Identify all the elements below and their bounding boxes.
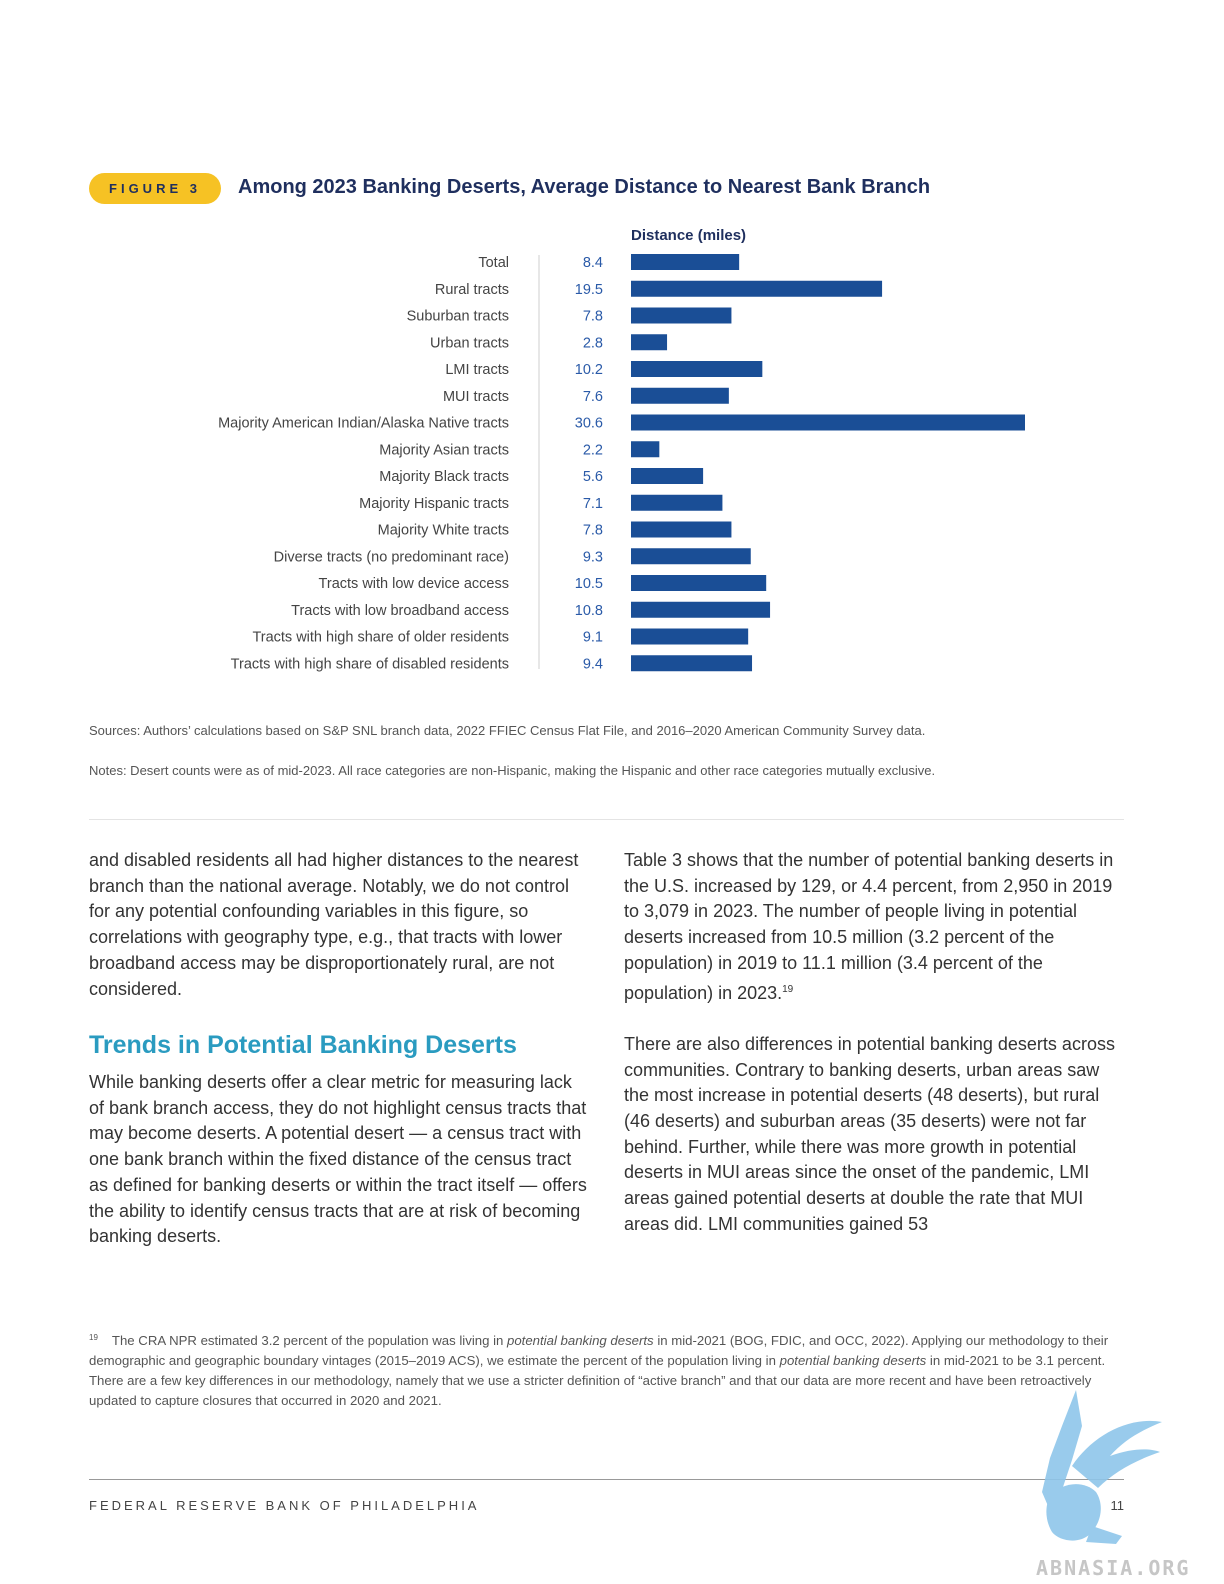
body-paragraph: While banking deserts offer a clear metr…	[89, 1072, 587, 1247]
bar	[631, 628, 749, 645]
value-label: 19.5	[575, 282, 603, 298]
body-paragraph: Table 3 shows that the number of potenti…	[624, 850, 1114, 1003]
bar	[631, 361, 763, 377]
value-label: 7.6	[583, 389, 603, 405]
footer-org: FEDERAL RESERVE BANK OF PHILADELPHIA	[89, 1498, 480, 1513]
value-label: 9.3	[583, 549, 603, 565]
value-label: 5.6	[583, 469, 603, 485]
watermark-text: ABNASIA.ORG	[1036, 1556, 1191, 1580]
category-label: Diverse tracts (no predominant race)	[274, 549, 509, 565]
left-column-bottom: While banking deserts offer a clear metr…	[89, 1070, 589, 1250]
category-label: MUI tracts	[443, 389, 509, 405]
category-label: Majority Asian tracts	[379, 442, 509, 458]
footer-rule	[89, 1479, 1124, 1480]
chart-sources: Sources: Authors’ calculations based on …	[89, 723, 926, 738]
value-label: 30.6	[575, 416, 603, 432]
bar	[631, 334, 668, 351]
category-label: Majority American Indian/Alaska Native t…	[218, 416, 509, 432]
category-label: Rural tracts	[435, 282, 509, 298]
griffin-logo-icon	[1042, 1390, 1162, 1544]
footnote: 19 The CRA NPR estimated 3.2 percent of t…	[89, 1333, 1109, 1408]
category-label: Suburban tracts	[407, 309, 509, 325]
bar	[631, 280, 883, 297]
value-label: 9.4	[583, 656, 603, 672]
chart-notes: Notes: Desert counts were as of mid-2023…	[89, 763, 936, 778]
category-label: Tracts with high share of older resident…	[252, 630, 509, 646]
right-column: Table 3 shows that the number of potenti…	[624, 848, 1124, 1238]
value-label: 7.8	[583, 309, 603, 325]
value-axis-header: Distance (miles)	[631, 227, 746, 244]
value-label: 10.2	[575, 362, 603, 378]
value-label: 10.8	[575, 603, 603, 619]
value-label: 7.1	[583, 496, 603, 512]
body-paragraph: There are also differences in potential …	[624, 1033, 1115, 1234]
figure-title: Among 2023 Banking Deserts, Average Dist…	[238, 176, 931, 198]
value-label: 2.2	[583, 442, 603, 458]
category-label: Urban tracts	[430, 335, 509, 351]
category-label: Tracts with low broadband access	[291, 603, 509, 619]
footnote-ref[interactable]: 19	[782, 983, 794, 995]
value-label: 10.5	[575, 576, 603, 592]
value-label: 2.8	[583, 335, 603, 351]
bar	[631, 548, 751, 565]
footnote-number: 19	[89, 1333, 98, 1342]
bar	[631, 414, 1025, 431]
left-column-top: and disabled residents all had higher di…	[89, 848, 589, 1002]
figure-badge: FIGURE 3	[89, 173, 221, 204]
bar	[631, 575, 767, 591]
bar	[631, 254, 740, 270]
bar-chart: Distance (miles) Total 8.4 Rural tracts 19.…	[218, 227, 1025, 672]
body-paragraph: and disabled residents all had higher di…	[89, 850, 579, 999]
bar	[631, 494, 723, 511]
category-label: Majority Black tracts	[379, 469, 509, 485]
category-label: Majority White tracts	[378, 523, 509, 539]
section-divider	[89, 819, 1124, 820]
bar	[631, 441, 660, 458]
category-label: LMI tracts	[445, 362, 509, 378]
bar	[631, 655, 753, 672]
bar	[631, 601, 771, 618]
value-label: 9.1	[583, 630, 603, 646]
category-label: Majority Hispanic tracts	[359, 496, 509, 512]
section-heading: Trends in Potential Banking Deserts	[89, 1031, 517, 1059]
page-number: 11	[1110, 1498, 1125, 1513]
category-label: Tracts with high share of disabled resid…	[231, 656, 509, 672]
bar	[631, 387, 729, 404]
value-label: 7.8	[583, 523, 603, 539]
category-label: Tracts with low device access	[319, 576, 509, 592]
bar	[631, 307, 732, 324]
category-label: Total	[478, 255, 509, 271]
value-label: 8.4	[583, 255, 603, 271]
bar	[631, 521, 732, 538]
bar	[631, 468, 704, 484]
